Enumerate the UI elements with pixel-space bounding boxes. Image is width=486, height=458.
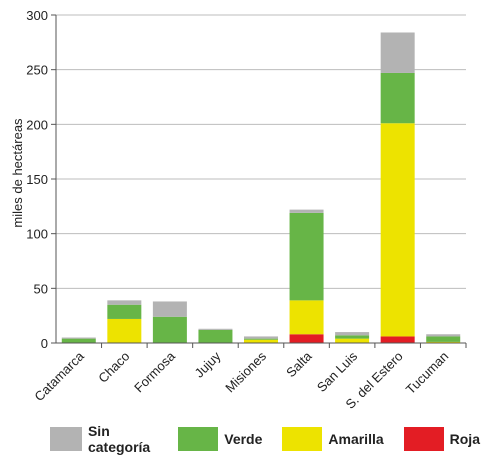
bar-segment-sin-categoría <box>289 209 324 213</box>
legend-item: Verde <box>178 427 262 451</box>
x-tick-label: Jujuy <box>191 348 223 380</box>
bar-segment-amarilla <box>426 341 461 343</box>
bar-segment-verde <box>107 304 142 319</box>
bar-segment-roja <box>380 336 415 343</box>
bar-segment-roja <box>289 334 324 343</box>
x-tick-label: Tucuman <box>403 349 452 398</box>
bar-segment-sin-categoría <box>198 328 233 330</box>
x-tick-label: Formosa <box>131 348 178 395</box>
bar-segment-verde <box>61 338 96 343</box>
bar-segment-sin-categoría <box>152 301 187 317</box>
legend: Sin categoría Verde Amarilla Roja <box>50 423 486 455</box>
y-axis-ticks: 0 50 100 150 200 250 300 <box>26 8 56 351</box>
bar-segment-sin-categoría <box>107 300 142 305</box>
bar-segment-amarilla <box>107 318 142 343</box>
y-tick-label: 100 <box>26 227 48 242</box>
bars <box>61 32 461 343</box>
legend-swatch <box>282 427 323 451</box>
x-tick-label: San Luis <box>314 348 361 395</box>
y-axis-label: miles de hectáreas <box>10 118 25 228</box>
bar-segment-sin-categoría <box>61 337 96 339</box>
bar-segment-sin-categoría <box>335 332 370 336</box>
x-tick-label: Salta <box>283 348 315 380</box>
x-tick-label: Chaco <box>95 349 132 386</box>
bar-segment-amarilla <box>335 338 370 343</box>
bar-segment-verde <box>380 72 415 124</box>
y-tick-label: 150 <box>26 172 48 187</box>
legend-swatch <box>403 427 444 451</box>
bar-segment-verde <box>426 336 461 342</box>
legend-item: Roja <box>403 427 480 451</box>
legend-item: Sin categoría <box>50 423 158 455</box>
legend-swatch <box>178 427 219 451</box>
legend-label: Roja <box>449 431 480 447</box>
axes <box>55 15 467 348</box>
bar-segment-verde <box>335 335 370 339</box>
bar-segment-verde <box>244 338 278 340</box>
bar-segment-sin-categoría <box>426 334 461 337</box>
bar-segment-amarilla <box>380 123 415 337</box>
bar-segment-amarilla <box>244 339 278 343</box>
bar-segment-sin-categoría <box>244 336 278 339</box>
legend-label: Sin categoría <box>87 423 151 455</box>
legend-label: Amarilla <box>328 431 384 447</box>
y-tick-label: 300 <box>26 8 48 23</box>
y-tick-label: 50 <box>34 281 48 296</box>
y-tick-label: 250 <box>26 63 48 78</box>
legend-item: Amarilla <box>282 427 384 451</box>
bar-segment-verde <box>198 329 233 343</box>
bar-segment-sin-categoría <box>380 32 415 73</box>
y-tick-label: 200 <box>26 117 48 132</box>
legend-swatch <box>50 427 82 451</box>
y-tick-label: 0 <box>41 336 48 351</box>
bar-segment-verde <box>152 316 187 343</box>
legend-label: Verde <box>224 431 263 447</box>
x-tick-label: Misiones <box>222 348 269 395</box>
bar-segment-verde <box>289 212 324 301</box>
bar-segment-amarilla <box>289 300 324 335</box>
x-tick-label: Catamarca <box>31 348 87 404</box>
